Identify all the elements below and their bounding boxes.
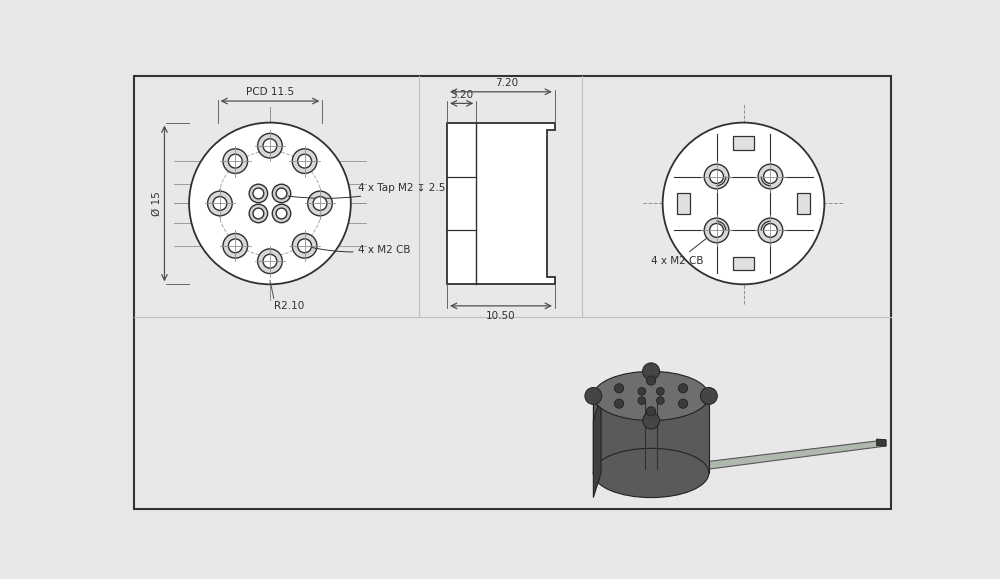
Circle shape [638,397,646,404]
Circle shape [189,123,351,284]
Bar [797,193,810,214]
Circle shape [292,149,317,174]
Circle shape [764,223,777,237]
Circle shape [643,363,660,380]
Circle shape [276,188,287,199]
Circle shape [704,218,729,243]
Circle shape [263,139,277,153]
Circle shape [272,184,291,203]
Circle shape [276,208,287,219]
Circle shape [249,204,268,223]
Circle shape [643,412,660,429]
Circle shape [656,397,664,404]
Circle shape [758,218,783,243]
Ellipse shape [593,371,709,420]
Text: Ø 15: Ø 15 [151,191,161,216]
Circle shape [213,196,227,210]
Circle shape [258,249,282,273]
Polygon shape [877,439,886,446]
Circle shape [249,184,268,203]
Circle shape [614,399,624,408]
Text: 4 x Tap M2 ↧ 2.5: 4 x Tap M2 ↧ 2.5 [288,183,446,199]
Circle shape [208,191,232,216]
Circle shape [292,233,317,258]
Circle shape [663,123,824,284]
Circle shape [710,223,723,237]
Circle shape [764,170,777,184]
Circle shape [313,196,327,210]
Circle shape [228,239,242,253]
Circle shape [253,208,264,219]
Bar [677,193,690,214]
Circle shape [258,133,282,158]
Circle shape [710,170,723,184]
Circle shape [614,384,624,393]
Text: 10.50: 10.50 [486,312,516,321]
Circle shape [700,387,717,404]
Circle shape [263,254,277,268]
Circle shape [298,154,312,168]
Circle shape [298,239,312,253]
Text: 7.20: 7.20 [496,78,519,88]
Polygon shape [447,123,555,284]
Bar [733,256,754,270]
Circle shape [678,384,688,393]
Circle shape [272,204,291,223]
Text: 4 x M2 CB: 4 x M2 CB [651,232,714,266]
Polygon shape [709,440,886,469]
Circle shape [678,399,688,408]
Circle shape [253,188,264,199]
Circle shape [585,387,602,404]
Circle shape [646,376,656,385]
Circle shape [704,164,729,189]
Text: 4 x M2 CB: 4 x M2 CB [307,245,411,255]
Polygon shape [593,396,709,473]
Circle shape [638,387,646,395]
Text: PCD 11.5: PCD 11.5 [246,87,294,97]
Circle shape [308,191,332,216]
Ellipse shape [593,448,709,497]
Circle shape [758,164,783,189]
Circle shape [656,387,664,395]
Bar [733,137,754,151]
Circle shape [223,233,248,258]
Circle shape [646,406,656,416]
Circle shape [228,154,242,168]
Polygon shape [593,396,601,497]
Text: R2.10: R2.10 [274,301,304,312]
Circle shape [223,149,248,174]
Text: 3.20: 3.20 [450,90,473,100]
